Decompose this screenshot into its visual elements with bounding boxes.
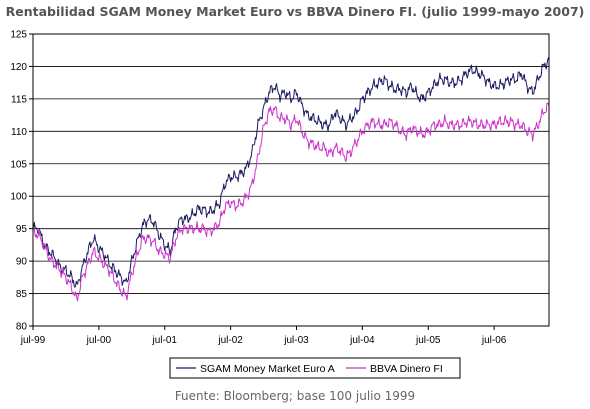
y-tick-label: 95 bbox=[16, 224, 28, 235]
y-tick-label: 80 bbox=[16, 322, 28, 333]
y-tick-label: 105 bbox=[10, 159, 27, 170]
y-tick-label: 125 bbox=[10, 30, 27, 41]
y-tick-label: 100 bbox=[10, 192, 27, 203]
x-tick-label: jul-00 bbox=[86, 335, 112, 346]
legend-box bbox=[169, 357, 461, 379]
x-tick-label: jul-03 bbox=[283, 335, 309, 346]
y-tick-label: 115 bbox=[11, 94, 27, 105]
chart-title: Rentabilidad SGAM Money Market Euro vs B… bbox=[5, 4, 585, 19]
x-tick-label: jul-01 bbox=[152, 335, 178, 346]
y-tick-label: 110 bbox=[11, 127, 27, 138]
x-tick-label: jul-05 bbox=[415, 335, 441, 346]
series-line-bbva bbox=[32, 102, 550, 302]
grid-lines bbox=[33, 66, 549, 294]
legend-label-bbva: BBVA Dinero FI bbox=[370, 363, 443, 375]
series-line-sgam bbox=[32, 57, 550, 288]
y-tick-label: 120 bbox=[10, 62, 27, 73]
x-tick-label: jul-99 bbox=[20, 335, 46, 346]
y-axis: 80 85 90 95 100 105 110 115 120 125 bbox=[10, 30, 33, 333]
y-tick-label: 90 bbox=[16, 257, 28, 268]
x-tick-label: jul-06 bbox=[481, 335, 507, 346]
y-tick-label: 85 bbox=[16, 289, 28, 300]
legend-label-sgam: SGAM Money Market Euro A bbox=[200, 363, 335, 375]
x-tick-label: jul-04 bbox=[349, 335, 375, 346]
legend: SGAM Money Market Euro A BBVA Dinero FI bbox=[169, 357, 461, 379]
plot-area-border bbox=[32, 33, 550, 327]
x-axis: jul-99 jul-00 jul-01 jul-02 jul-03 jul-04 jul-… bbox=[20, 326, 507, 346]
series-lines bbox=[32, 57, 550, 302]
source-note: Fuente: Bloomberg; base 100 julio 1999 bbox=[174, 389, 416, 403]
x-tick-label: jul-02 bbox=[217, 335, 243, 346]
